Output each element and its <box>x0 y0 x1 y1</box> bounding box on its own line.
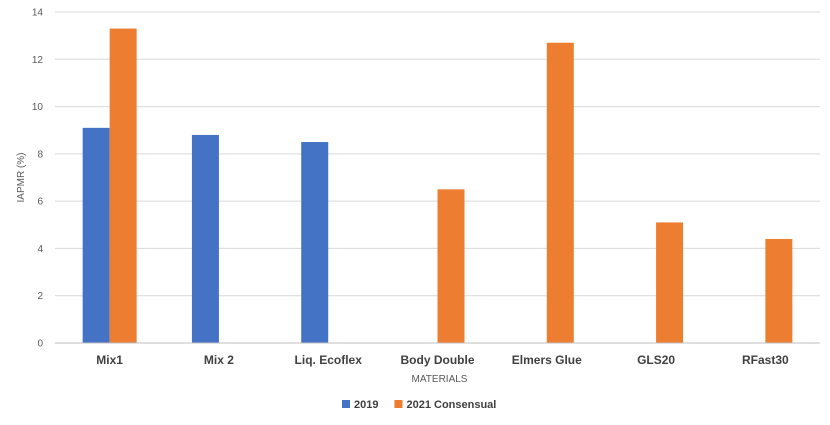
y-tick-label: 8 <box>37 149 43 160</box>
y-tick-label: 2 <box>37 291 43 302</box>
x-category-label: GLS20 <box>637 353 675 367</box>
bar-mix1-2019 <box>82 127 110 343</box>
x-category-label: Body Double <box>401 353 475 367</box>
y-tick-label: 14 <box>32 8 44 19</box>
legend-label: 2019 <box>354 399 378 411</box>
x-category-label: RFast30 <box>742 353 789 367</box>
y-axis-title: IAPMR (%) <box>16 153 27 203</box>
x-category-labels: Mix1 Mix 2 Liq. Ecoflex Body Double Elmers G… <box>96 353 789 367</box>
y-tick-label: 12 <box>32 55 44 66</box>
y-tick-label: 4 <box>37 244 43 255</box>
bar-mix-2-2019 <box>191 134 219 343</box>
bar-liq-ecoflex-2019 <box>301 142 329 343</box>
x-category-label: Liq. Ecoflex <box>295 353 363 367</box>
x-axis-title: MATERIALS <box>412 374 468 385</box>
legend-swatch <box>342 400 350 408</box>
bars <box>82 28 793 344</box>
legend-swatch <box>394 400 403 408</box>
bar-elmers-glue-2021-consensual <box>546 42 574 343</box>
x-category-label: Elmers Glue <box>512 353 582 367</box>
bar-rfast30-2021-consensual <box>765 238 793 343</box>
y-tick-label: 10 <box>32 102 44 113</box>
y-tick-labels: 0 2 4 6 8 10 12 14 <box>32 8 44 350</box>
y-tick-label: 0 <box>37 339 43 350</box>
legend-label: 2021 Consensual <box>406 399 496 411</box>
bar-gls20-2021-consensual <box>656 222 684 343</box>
x-category-label: Mix1 <box>96 353 123 367</box>
y-tick-label: 6 <box>37 197 43 208</box>
x-category-label: Mix 2 <box>204 353 234 367</box>
bar-mix1-2021-consensual <box>109 28 137 344</box>
bar-body-double-2021-consensual <box>437 189 465 343</box>
legend: 2019 2021 Consensual <box>342 399 496 411</box>
